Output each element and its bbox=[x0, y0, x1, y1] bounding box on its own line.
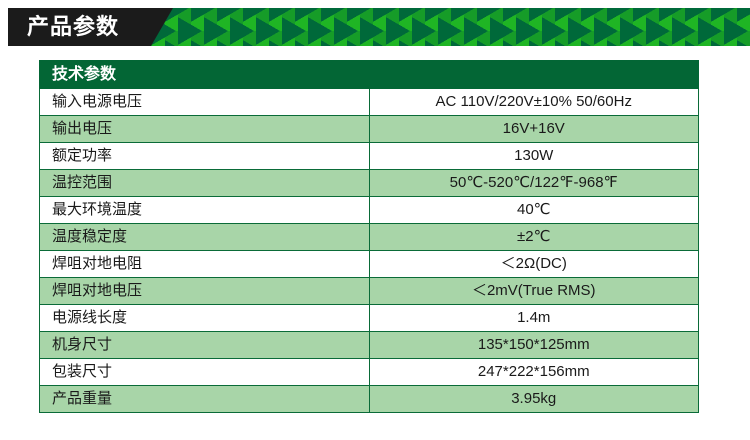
spec-label-cell: 焊咀对地电阻 bbox=[39, 250, 370, 278]
table-row: 输出电压 16V+16V bbox=[39, 115, 699, 143]
banner-title-tab bbox=[8, 8, 173, 46]
spec-label-cell: 产品重量 bbox=[39, 385, 370, 413]
spec-value-cell: 40℃ bbox=[368, 196, 699, 224]
spec-label-cell: 输入电源电压 bbox=[39, 88, 370, 116]
spec-value-cell: 247*222*156mm bbox=[368, 358, 699, 386]
table-row: 焊咀对地电压 ＜2mV(True RMS) bbox=[39, 277, 699, 305]
table-row: 焊咀对地电阻 ＜2Ω(DC) bbox=[39, 250, 699, 278]
spec-value-cell: 1.4m bbox=[368, 304, 699, 332]
spec-value-cell: ＜2mV(True RMS) bbox=[368, 277, 699, 305]
table-row: 产品重量 3.95kg bbox=[39, 385, 699, 413]
table-header-label: 技术参数 bbox=[39, 60, 699, 89]
spec-value-cell: 135*150*125mm bbox=[368, 331, 699, 359]
spec-label-cell: 最大环境温度 bbox=[39, 196, 370, 224]
spec-value-cell: 3.95kg bbox=[368, 385, 699, 413]
page-title: 产品参数 bbox=[27, 14, 120, 39]
table-row: 输入电源电压 AC 110V/220V±10% 50/60Hz bbox=[39, 88, 699, 116]
spec-value-cell: ±2℃ bbox=[368, 223, 699, 251]
spec-value-cell: AC 110V/220V±10% 50/60Hz bbox=[368, 88, 699, 116]
spec-label-cell: 温度稳定度 bbox=[39, 223, 370, 251]
table-body: 技术参数 输入电源电压 AC 110V/220V±10% 50/60Hz 输出电压 1… bbox=[39, 60, 699, 413]
spec-value-cell: 130W bbox=[368, 142, 699, 170]
table-header-row: 技术参数 bbox=[39, 60, 699, 89]
spec-label-cell: 电源线长度 bbox=[39, 304, 370, 332]
page-banner: 产品参数 bbox=[0, 0, 750, 55]
spec-label-cell: 机身尺寸 bbox=[39, 331, 370, 359]
spec-value-cell: ＜2Ω(DC) bbox=[368, 250, 699, 278]
spec-value-cell: 50℃-520℃/122℉-968℉ bbox=[368, 169, 699, 197]
table-row: 电源线长度 1.4m bbox=[39, 304, 699, 332]
spec-value-cell: 16V+16V bbox=[368, 115, 699, 143]
table-row: 最大环境温度 40℃ bbox=[39, 196, 699, 224]
table-row: 包装尺寸 247*222*156mm bbox=[39, 358, 699, 386]
table-row: 额定功率 130W bbox=[39, 142, 699, 170]
table-row: 温控范围 50℃-520℃/122℉-968℉ bbox=[39, 169, 699, 197]
isometric-cube-pattern bbox=[143, 8, 750, 46]
spec-label-cell: 包装尺寸 bbox=[39, 358, 370, 386]
table-row: 机身尺寸 135*150*125mm bbox=[39, 331, 699, 359]
banner-pattern-stripe bbox=[143, 8, 750, 46]
spec-label-cell: 输出电压 bbox=[39, 115, 370, 143]
spec-label-cell: 温控范围 bbox=[39, 169, 370, 197]
table-row: 温度稳定度 ±2℃ bbox=[39, 223, 699, 251]
specifications-table: 技术参数 输入电源电压 AC 110V/220V±10% 50/60Hz 输出电压 1… bbox=[39, 60, 699, 413]
spec-label-cell: 焊咀对地电压 bbox=[39, 277, 370, 305]
spec-label-cell: 额定功率 bbox=[39, 142, 370, 170]
